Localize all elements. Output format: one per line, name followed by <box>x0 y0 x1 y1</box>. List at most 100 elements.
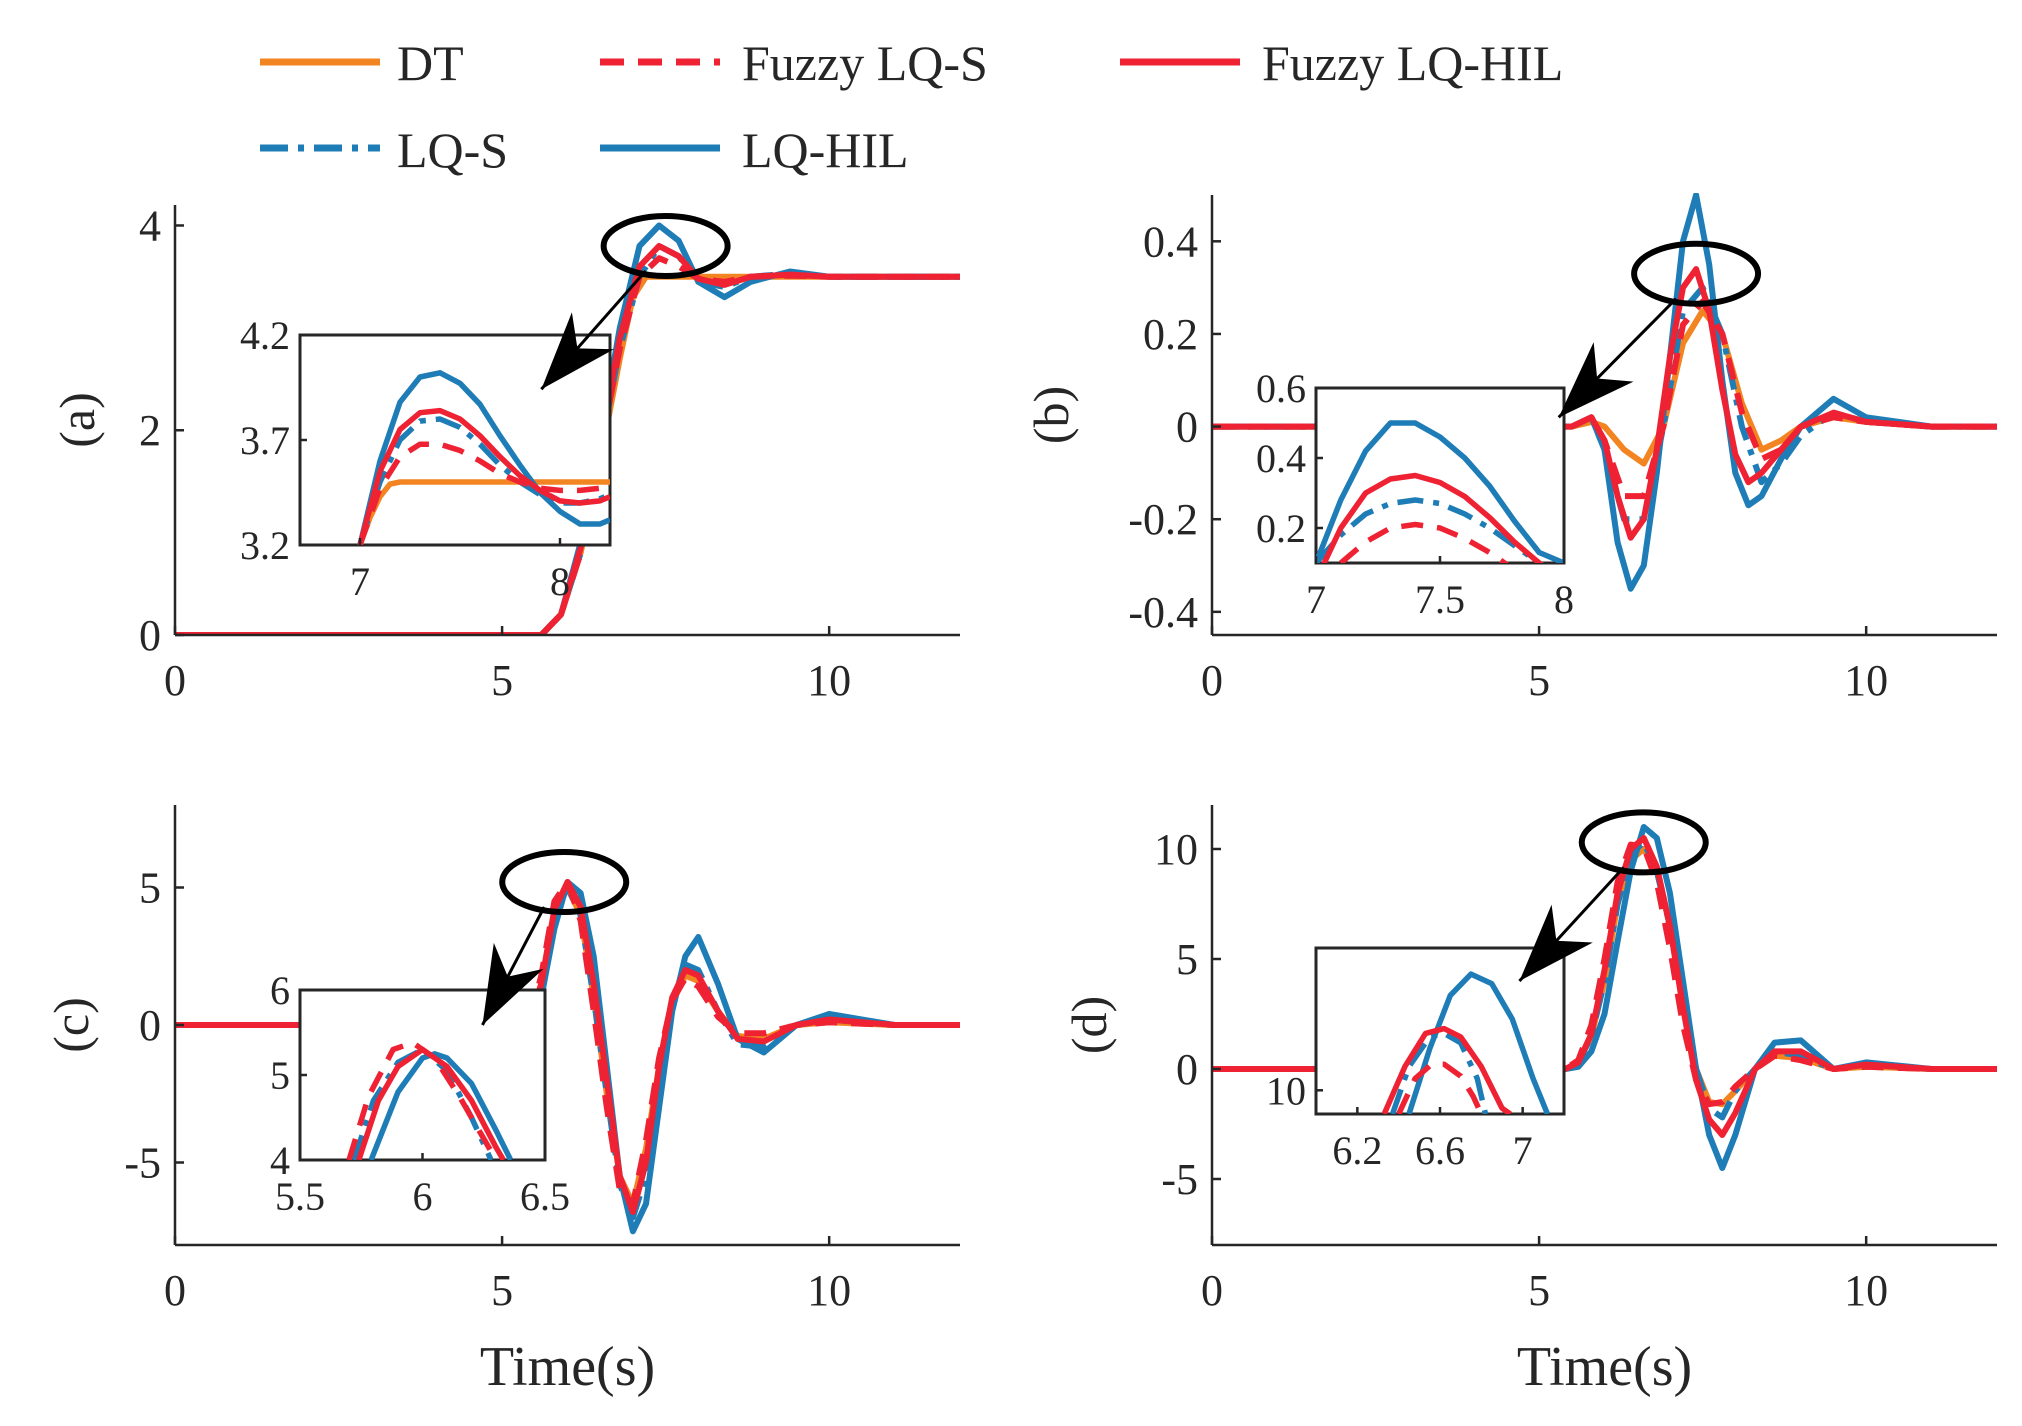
inset-series-group-d <box>1381 971 1551 1114</box>
inset-x-tick-label-d: 6.6 <box>1415 1128 1465 1173</box>
subplot-grid: 0 5 10 0 2 4 (a) 7 8 3.2 3.7 4.2 0 5 10 -0.4 -0.2 0 0.2 0.4… <box>43 193 1997 1398</box>
inset-x-tick-label-a: 7 <box>350 559 370 604</box>
x-tick-label-b: 5 <box>1528 656 1550 705</box>
zoom-ellipse-b <box>1631 240 1762 307</box>
inset-series-fuzzy-lq-hil-b <box>1321 472 1544 563</box>
x-tick-label-a: 0 <box>164 656 186 705</box>
inset-b: 7 7.5 8 0.2 0.4 0.6 <box>1256 366 1574 622</box>
y-tick-label-a: 4 <box>139 201 161 250</box>
inset-x-tick-label-d: 6.2 <box>1332 1128 1382 1173</box>
y-tick-label-a: 0 <box>139 611 161 660</box>
x-tick-label-d: 5 <box>1528 1266 1550 1315</box>
subplot-a: 0 5 10 0 2 4 (a) 7 8 3.2 3.7 4.2 <box>49 201 960 705</box>
inset-y-tick-label-b: 0.6 <box>1256 366 1306 411</box>
y-tick-label-b: -0.4 <box>1128 588 1198 637</box>
inset-x-tick-label-c: 6 <box>413 1174 433 1219</box>
legend-label-lq-hil: LQ-HIL <box>742 122 909 178</box>
series-fuzzy-lq-hil-d <box>1212 835 1997 1138</box>
zoom-ellipse-a <box>600 212 731 279</box>
inset-y-tick-label-c: 6 <box>270 968 290 1013</box>
y-label-d: (d) <box>1061 996 1117 1054</box>
zoom-arrow-head-c <box>482 942 544 1025</box>
x-tick-label-b: 10 <box>1844 656 1888 705</box>
y-tick-label-d: -5 <box>1161 1155 1198 1204</box>
series-lq-hil-b <box>1212 193 1997 592</box>
inset-series-fuzzy-lq-s-b <box>1339 521 1510 563</box>
y-tick-label-d: 5 <box>1176 935 1198 984</box>
inset-series-lq-hil-c <box>368 1051 514 1160</box>
y-tick-label-c: 5 <box>139 864 161 913</box>
inset-d: 6.2 6.6 7 10 <box>1266 946 1566 1173</box>
inset-series-lq-s-d <box>1389 1030 1489 1114</box>
subplot-b: 0 5 10 -0.4 -0.2 0 0.2 0.4 (b) 7 7.5 8 0.2 0.4 0.6 <box>1023 193 1997 705</box>
y-tick-label-b: -0.2 <box>1128 495 1198 544</box>
x-tick-label-d: 0 <box>1201 1266 1223 1315</box>
x-tick-label-c: 5 <box>491 1266 513 1315</box>
y-tick-label-b: 0.2 <box>1143 310 1198 359</box>
series-fuzzy-lq-hil-a <box>175 243 960 635</box>
zoom-ellipse-d <box>1578 809 1709 876</box>
inset-x-tick-label-a: 8 <box>550 559 570 604</box>
inset-y-tick-label-c: 4 <box>270 1138 290 1183</box>
inset-c: 5.5 6 6.5 4 5 6 <box>270 968 570 1219</box>
inset-box-c <box>298 988 547 1162</box>
inset-series-lq-hil-b <box>1316 420 1564 563</box>
inset-y-tick-label-a: 3.2 <box>240 523 290 568</box>
legend-label-fuzzy-lq-hil: Fuzzy LQ-HIL <box>1262 35 1563 91</box>
series-fuzzy-lq-hil-c <box>175 879 960 1215</box>
inset-y-tick-label-c: 5 <box>270 1053 290 1098</box>
inset-series-group-a <box>357 370 610 545</box>
x-label-d: Time(s) <box>1517 1336 1692 1398</box>
series-lq-hil-c <box>175 879 960 1235</box>
x-tick-label-c: 0 <box>164 1266 186 1315</box>
series-lq-hil-d <box>1212 824 1997 1171</box>
y-tick-label-a: 2 <box>139 406 161 455</box>
inset-series-fuzzy-lq-s-d <box>1396 1061 1484 1114</box>
y-tick-label-d: 0 <box>1176 1045 1198 1094</box>
x-tick-label-c: 10 <box>807 1266 851 1315</box>
y-tick-label-b: 0.4 <box>1143 217 1198 266</box>
inset-x-tick-label-c: 6.5 <box>520 1174 570 1219</box>
x-tick-label-b: 0 <box>1201 656 1223 705</box>
inset-x-tick-label-c: 5.5 <box>275 1174 325 1219</box>
legend-label-fuzzy-lq-s: Fuzzy LQ-S <box>742 35 988 91</box>
inset-x-tick-label-b: 8 <box>1554 577 1574 622</box>
inset-series-fuzzy-lq-s-a <box>357 441 610 545</box>
inset-series-lq-s-b <box>1316 497 1544 563</box>
series-group-d <box>1212 824 1997 1171</box>
inset-series-fuzzy-lq-hil-d <box>1381 1025 1512 1114</box>
series-group-c <box>175 879 960 1235</box>
inset-x-tick-label-b: 7.5 <box>1415 577 1465 622</box>
inset-series-fuzzy-lq-hil-c <box>356 1046 506 1160</box>
subplot-d: 0 5 10 -5 0 5 10 (d) Time(s) 6.2 6.6 7 10 <box>1061 805 1997 1398</box>
zoom-ellipse-c <box>499 849 630 915</box>
inset-series-group-c <box>346 1039 514 1160</box>
inset-series-fuzzy-lq-hil-a <box>357 407 610 545</box>
inset-y-tick-label-a: 4.2 <box>240 313 290 358</box>
inset-series-lq-hil-d <box>1406 971 1551 1114</box>
subplot-c: 0 5 10 -5 0 5 (c) Time(s) 5.5 6 6.5 4 5 6 <box>43 805 960 1398</box>
y-label-c: (c) <box>43 997 99 1053</box>
legend-label-dt: DT <box>397 35 464 91</box>
inset-y-tick-label-b: 0.2 <box>1256 506 1306 551</box>
y-tick-label-c: 0 <box>139 1001 161 1050</box>
inset-x-tick-label-d: 7 <box>1513 1128 1533 1173</box>
inset-y-tick-label-a: 3.7 <box>240 418 290 463</box>
x-label-c: Time(s) <box>480 1336 655 1398</box>
zoom-arrow-head-d <box>1519 904 1593 981</box>
zoom-arrow-head-a <box>541 312 614 390</box>
legend: DT Fuzzy LQ-S Fuzzy LQ-HIL LQ-S LQ-HIL <box>260 35 1563 178</box>
zoom-arrow-head-b <box>1558 342 1634 418</box>
x-tick-label-a: 5 <box>491 656 513 705</box>
inset-y-tick-label-b: 0.4 <box>1256 436 1306 481</box>
y-label-a: (a) <box>49 392 105 448</box>
y-tick-label-d: 10 <box>1154 825 1198 874</box>
series-group-b <box>1212 193 1997 592</box>
legend-label-lq-s: LQ-S <box>397 122 508 178</box>
inset-series-lq-hil-a <box>357 370 610 545</box>
y-label-b: (b) <box>1023 386 1079 444</box>
inset-series-group-b <box>1316 420 1564 563</box>
y-tick-label-c: -5 <box>124 1139 161 1188</box>
series-fuzzy-lq-hil-b <box>1212 266 1997 541</box>
